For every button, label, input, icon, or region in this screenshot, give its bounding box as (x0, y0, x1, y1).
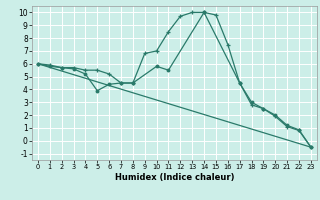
X-axis label: Humidex (Indice chaleur): Humidex (Indice chaleur) (115, 173, 234, 182)
